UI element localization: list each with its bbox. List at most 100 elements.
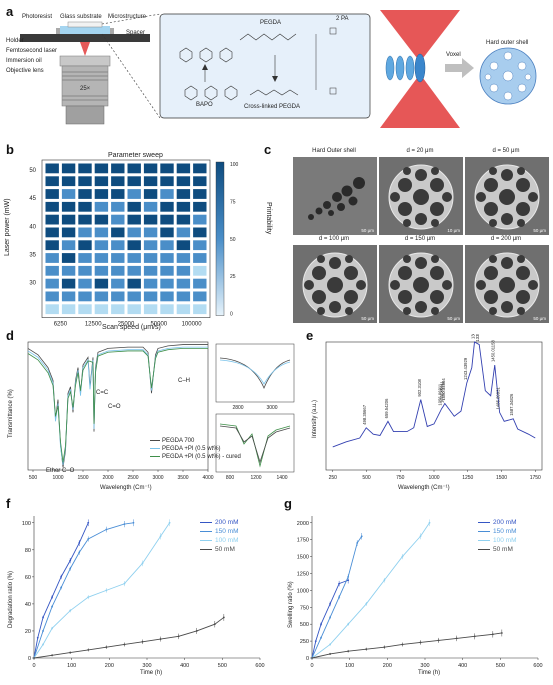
y-tick-label: 100 bbox=[22, 521, 31, 527]
ftir-legend-2: PEGDA +PI (0.5 wt%) - cured bbox=[150, 454, 241, 460]
heatmap-title: Parameter sweep bbox=[108, 152, 163, 159]
data-point bbox=[491, 633, 494, 636]
panel-a-illustration bbox=[20, 10, 537, 128]
heatmap-cell bbox=[127, 240, 141, 251]
heatmap-xtick: 6250 bbox=[54, 322, 68, 328]
sem-hole bbox=[517, 307, 525, 315]
legend-label: 100 mM bbox=[215, 537, 239, 544]
y-tick-label: 1500 bbox=[297, 555, 309, 561]
heatmap-cell bbox=[127, 253, 141, 263]
ftir-chart: 500 1000 1500 2000 2500 3000 3500 4000 2800 3000 8… bbox=[27, 341, 295, 481]
sem-hole bbox=[431, 255, 439, 263]
sem-hole bbox=[516, 290, 530, 304]
heatmap-cell bbox=[160, 163, 174, 174]
ftir-xtick: 3000 bbox=[152, 475, 163, 481]
heatmap-cell bbox=[45, 201, 59, 212]
swell-ylabel: Swelling ratio (%) bbox=[288, 581, 294, 628]
heatmap-cell bbox=[193, 163, 207, 174]
data-point bbox=[311, 657, 313, 659]
raman-peak-label: 498.35667 bbox=[362, 404, 367, 424]
y-tick-label: 1750 bbox=[297, 538, 309, 544]
sem-shell-2 bbox=[465, 157, 549, 235]
ftir-inset-bottom-tick: 1400 bbox=[276, 475, 287, 481]
heatmap-chart: 50 45 40 35 30 6250 12500 25000 50000 100000 100 75… bbox=[29, 159, 239, 328]
sem-hole bbox=[403, 255, 411, 263]
data-point bbox=[320, 623, 322, 626]
heatmap-cell bbox=[127, 189, 141, 199]
data-point bbox=[365, 648, 368, 651]
y-tick-label: 80 bbox=[25, 548, 31, 554]
data-point bbox=[419, 641, 422, 644]
heatmap-cell bbox=[143, 291, 158, 302]
heatmap-cell bbox=[143, 176, 158, 187]
data-point bbox=[60, 586, 63, 589]
heatmap-cell bbox=[78, 304, 92, 315]
label-lens-mag: 25× bbox=[80, 86, 91, 92]
heatmap-cell bbox=[193, 278, 207, 289]
holder-plate bbox=[20, 34, 150, 42]
heatmap-cell bbox=[61, 227, 76, 238]
y-tick-label: 2000 bbox=[297, 521, 309, 527]
data-point bbox=[365, 603, 368, 605]
data-point bbox=[141, 562, 144, 565]
sem-hole bbox=[317, 255, 325, 263]
raman-peak-label: 1587.34826 bbox=[509, 393, 514, 416]
heatmap-cell bbox=[160, 176, 174, 187]
raman-peak-label: 659.54206 bbox=[384, 398, 389, 418]
legend-label: 100 mM bbox=[493, 537, 517, 544]
sem-hole bbox=[431, 307, 439, 315]
heatmap-cell bbox=[111, 278, 125, 289]
raman-peak-label: 1243.43929 bbox=[463, 357, 468, 380]
sem-hole bbox=[516, 266, 530, 280]
sem-hole bbox=[442, 280, 452, 290]
sem-scale-1: 10 μm bbox=[447, 228, 460, 233]
ftir-inset-bottom-line-1 bbox=[219, 425, 291, 464]
data-point bbox=[51, 654, 53, 657]
heatmap-cell bbox=[193, 265, 207, 276]
raman-xtick: 1250 bbox=[462, 475, 473, 481]
heatmap-cell bbox=[193, 227, 207, 238]
heatmap-cell bbox=[193, 291, 207, 302]
sem-shell-5 bbox=[465, 245, 549, 323]
heatmap-cell bbox=[61, 291, 76, 302]
raman-peak-label: 902.3108 bbox=[417, 378, 422, 396]
legend-label: 150 mM bbox=[493, 528, 517, 535]
sem-image-0: 50 μm bbox=[292, 156, 378, 236]
heatmap-cell bbox=[160, 189, 174, 199]
label-photoresist: Photoresist bbox=[22, 14, 53, 20]
heatmap-cell bbox=[78, 214, 92, 225]
sem-title-4: d = 150 μm bbox=[404, 236, 436, 242]
chemistry-box bbox=[159, 13, 371, 119]
data-point bbox=[87, 521, 90, 524]
sem-hole bbox=[398, 178, 412, 192]
raman-xtick: 1500 bbox=[496, 475, 507, 481]
heatmap-cell bbox=[94, 163, 109, 174]
legend-swatch bbox=[200, 521, 212, 524]
sem-hole bbox=[403, 167, 411, 175]
data-point bbox=[132, 521, 135, 524]
label-femtosecond-laser: Femtosecond laser bbox=[6, 48, 58, 54]
data-point bbox=[213, 623, 216, 626]
x-tick-label: 400 bbox=[180, 663, 189, 669]
data-point bbox=[42, 643, 44, 646]
panel-a: Photoresist Glass substrate Microstructu… bbox=[0, 0, 553, 140]
heatmap-cell bbox=[78, 163, 92, 174]
ftir-inset-bottom-tick: 1200 bbox=[250, 475, 261, 481]
x-tick-label: 600 bbox=[533, 663, 542, 669]
sem-hole bbox=[312, 290, 326, 304]
heatmap-cell bbox=[176, 201, 191, 212]
sem-hole bbox=[312, 266, 326, 280]
data-point bbox=[69, 567, 72, 570]
legend-item: 100 mM bbox=[200, 536, 238, 545]
sem-hole bbox=[403, 219, 411, 227]
laser-beam bbox=[80, 42, 90, 56]
heatmap-cell bbox=[111, 214, 125, 225]
heatmap-cell bbox=[94, 227, 109, 238]
panel-d: 500 1000 1500 2000 2500 3000 3500 4000 2800 3000 8… bbox=[0, 334, 300, 494]
sem-hole bbox=[327, 277, 343, 293]
ftir-inset-bottom bbox=[215, 413, 295, 473]
sem-shell-1 bbox=[379, 157, 463, 235]
sem-hole bbox=[344, 290, 358, 304]
heatmap-cell bbox=[111, 291, 125, 302]
series-line bbox=[311, 579, 349, 659]
